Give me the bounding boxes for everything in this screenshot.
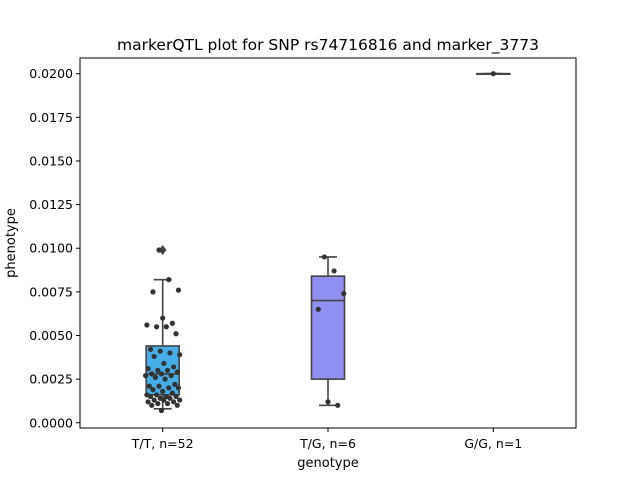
data-point [173, 331, 179, 337]
plot-frame [79, 57, 577, 429]
data-point [174, 402, 180, 408]
data-point [166, 385, 172, 391]
data-point [175, 385, 182, 391]
data-point [143, 373, 149, 379]
y-tick-label: 0.0025 [29, 372, 73, 387]
data-point [145, 399, 151, 405]
y-tick-label: 0.0125 [29, 197, 73, 212]
data-point [147, 393, 154, 400]
y-tick-label: 0.0175 [29, 110, 73, 125]
data-point [152, 374, 158, 380]
data-point [174, 369, 180, 375]
box-body [310, 275, 346, 380]
data-point [146, 383, 152, 389]
data-point [170, 364, 177, 370]
x-tick-label: G/G, n=1 [464, 436, 522, 451]
chart-title: markerQTL plot for SNP rs74716816 and ma… [117, 36, 539, 55]
data-point [315, 306, 321, 312]
y-tick-label: 0.0000 [29, 415, 73, 430]
data-point [156, 383, 162, 389]
data-point [167, 350, 173, 356]
data-point [151, 397, 157, 403]
data-point [164, 367, 171, 374]
data-point [144, 322, 150, 328]
data-point [172, 381, 178, 387]
data-point [147, 346, 154, 353]
y-tick-label: 0.0200 [29, 66, 73, 81]
data-point [325, 399, 331, 405]
data-point [163, 324, 169, 330]
data-point [162, 376, 168, 382]
data-point [150, 387, 156, 393]
x-axis-title: genotype [297, 456, 358, 471]
strip-points [143, 247, 183, 414]
data-point [168, 373, 174, 379]
data-point [157, 348, 163, 354]
y-tick-label: 0.0075 [29, 284, 73, 299]
y-tick-label: 0.0050 [29, 328, 73, 343]
data-point [160, 388, 166, 394]
data-point [161, 360, 167, 367]
y-axis-title: phenotype [4, 208, 19, 278]
data-point [173, 393, 179, 400]
data-point [167, 395, 173, 401]
data-point [166, 277, 172, 283]
data-point [321, 254, 327, 260]
data-point [331, 268, 337, 274]
data-point [175, 287, 182, 293]
y-axis: 0.0000 0.0025 0.0050 0.0075 0.0100 0.0125 0.01… [29, 66, 80, 430]
data-point [160, 315, 166, 321]
data-point [158, 407, 165, 414]
data-point [177, 352, 183, 358]
x-tick-label: T/G, n=6 [299, 436, 356, 451]
data-point [149, 402, 155, 408]
data-point [169, 320, 175, 326]
strip-points [315, 254, 347, 408]
x-tick-label: T/T, n=52 [131, 436, 194, 451]
x-axis: T/T, n=52 T/G, n=6 G/G, n=1 [131, 428, 522, 451]
data-point [161, 397, 167, 403]
data-layer [143, 71, 511, 414]
data-point [149, 371, 155, 377]
y-tick-label: 0.0150 [29, 153, 73, 168]
data-point [164, 400, 171, 407]
data-point [153, 392, 160, 398]
data-point [151, 353, 157, 360]
data-point [155, 400, 161, 407]
data-point [155, 367, 161, 374]
data-point [145, 366, 151, 372]
data-point [341, 291, 347, 297]
data-point [156, 247, 162, 253]
data-point [153, 324, 160, 330]
data-point [170, 399, 177, 405]
data-point [158, 371, 165, 377]
strip-points [490, 71, 496, 77]
data-point [169, 390, 175, 396]
data-point [490, 71, 496, 77]
data-point [177, 397, 183, 403]
data-point [150, 289, 156, 295]
data-point [335, 402, 341, 408]
y-tick-label: 0.0100 [29, 241, 73, 256]
box-group [310, 256, 346, 407]
